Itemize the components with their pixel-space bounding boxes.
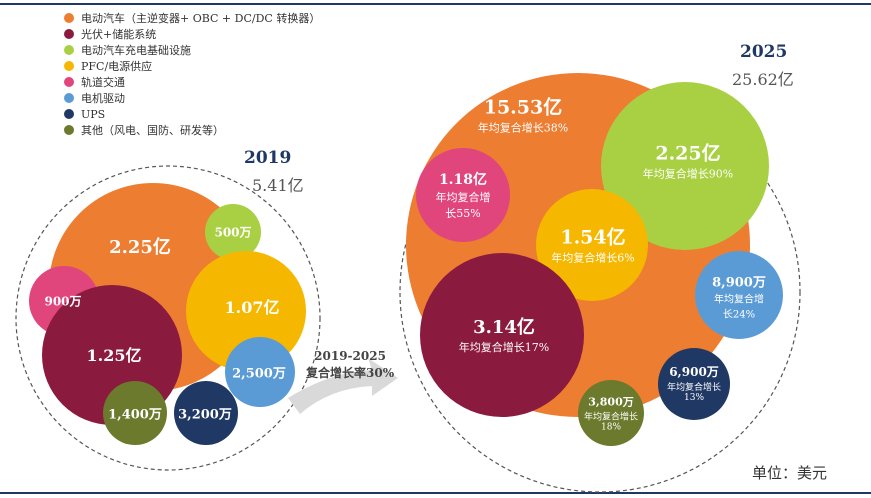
- total-2019: 5.41亿: [252, 176, 304, 195]
- legend-label: PFC/电源供应: [81, 60, 153, 73]
- bubble-2025-charging: [601, 82, 769, 250]
- cagr-2025-motor-2: 长24%: [722, 309, 756, 321]
- growth-arrow-icon: [288, 358, 398, 414]
- value-2025-pv: 3.14亿: [473, 317, 535, 338]
- legend-item: PFC/电源供应: [64, 58, 320, 74]
- label-2019-ev: 2.25亿: [109, 233, 171, 259]
- value-2025-motor: 8,900万: [712, 275, 766, 291]
- cagr-2025-other-2: 18%: [600, 422, 622, 433]
- legend: 电动汽车（主逆变器+ OBC + DC/DC 转换器） 光伏+储能系统电动汽车充电…: [64, 10, 320, 138]
- label-2019-pv: 1.25亿: [87, 342, 142, 366]
- value-2019-rail: 900万: [44, 294, 82, 309]
- label-2025-motor: 8,900万 年均复合增 长24%: [712, 272, 766, 321]
- cagr-2025-rail-1: 年均复合增: [435, 191, 491, 204]
- bubble-2025-ups: [658, 348, 730, 420]
- bottom-rule: [0, 492, 871, 494]
- value-2025-charging: 2.25亿: [655, 142, 721, 165]
- cagr-2025-motor-1: 年均复合增: [714, 294, 764, 306]
- bubble-2025-rail: [416, 148, 510, 242]
- value-2025-ups: 6,900万: [669, 365, 719, 379]
- label-2025-pfc: 1.54亿 年均复合增长6%: [551, 223, 634, 266]
- label-2025-charging: 2.25亿 年均复合增长90%: [643, 139, 733, 182]
- legend-dot-icon: [64, 125, 74, 135]
- cagr-2025-ups-2: 13%: [683, 393, 705, 403]
- growth-rate-label: 2019-2025 复合增长率30%: [306, 348, 394, 382]
- label-2019-ups: 3,200万: [178, 404, 232, 423]
- legend-label: 其他（风电、国防、研发等）: [81, 124, 224, 137]
- legend-dot-icon: [64, 13, 74, 23]
- label-2019-other: 1,400万: [108, 404, 162, 423]
- legend-label: UPS: [81, 107, 106, 121]
- cagr-2025-ev: 年均复合增长38%: [477, 121, 569, 135]
- bubble-2019-ups: [174, 381, 238, 445]
- value-2025-rail: 1.18亿: [438, 172, 488, 188]
- cagr-2025-rail-2: 长55%: [445, 207, 481, 220]
- top-rule: [0, 3, 871, 5]
- legend-item: 光伏+储能系统: [64, 26, 320, 42]
- value-2019-motor: 2,500万: [232, 366, 286, 382]
- legend-label: 电动汽车充电基础设施: [81, 44, 191, 57]
- label-2019-charging: 500万: [214, 224, 251, 241]
- value-2019-charging: 500万: [214, 225, 252, 240]
- value-2025-pfc: 1.54亿: [560, 226, 626, 249]
- legend-item: 轨道交通: [64, 74, 320, 90]
- label-2025-pv: 3.14亿 年均复合增长17%: [459, 313, 549, 355]
- legend-item: 电动汽车（主逆变器+ OBC + DC/DC 转换器）: [64, 10, 320, 26]
- legend-item: 电动汽车充电基础设施: [64, 42, 320, 58]
- cagr-2025-pv: 年均复合增长17%: [458, 341, 550, 354]
- label-2025-other: 3,800万 年均复合增长 18%: [584, 394, 638, 433]
- legend-dot-icon: [64, 45, 74, 55]
- legend-dot-icon: [64, 93, 74, 103]
- legend-label: 光伏+储能系统: [81, 28, 157, 41]
- value-2025-ev: 15.53亿: [483, 96, 563, 119]
- label-2025-ev: 15.53亿 年均复合增长38%: [478, 93, 568, 136]
- year-2019: 2019: [244, 148, 292, 168]
- value-2019-other: 1,400万: [108, 407, 162, 423]
- cagr-2025-pfc: 年均复合增长6%: [551, 251, 635, 265]
- legend-label: 电动汽车（主逆变器+ OBC + DC/DC 转换器）: [81, 12, 321, 25]
- label-2019-rail: 900万: [44, 293, 81, 310]
- legend-item: 其他（风电、国防、研发等）: [64, 122, 320, 138]
- label-2025-rail: 1.18亿 年均复合增 长55%: [436, 169, 491, 221]
- legend-dot-icon: [64, 29, 74, 39]
- bubble-2025-pfc: [536, 189, 648, 301]
- enclosure-2025: [399, 91, 801, 493]
- legend-dot-icon: [64, 77, 74, 87]
- legend-label: 电机驱动: [81, 92, 125, 105]
- year-2025: 2025: [740, 42, 788, 62]
- value-2019-pv: 1.25亿: [86, 346, 142, 365]
- bubble-2019-other: [103, 381, 167, 445]
- bubble-2025-other: [578, 380, 644, 446]
- cagr-2025-charging: 年均复合增长90%: [642, 167, 734, 181]
- total-2025: 25.62亿: [732, 70, 794, 89]
- bubble-2019-motor: [225, 337, 295, 407]
- legend-dot-icon: [64, 109, 74, 119]
- cagr-2025-ups-1: 年均复合增长: [666, 383, 722, 393]
- legend-item: UPS: [64, 106, 320, 122]
- legend-dot-icon: [64, 61, 74, 71]
- value-2019-ev: 2.25亿: [109, 237, 171, 258]
- label-2019-motor: 2,500万: [232, 363, 286, 382]
- value-2019-pfc: 1.07亿: [224, 298, 280, 317]
- growth-rate-value: 复合增长率30%: [306, 366, 395, 380]
- cagr-2025-other-1: 年均复合增长: [583, 412, 639, 423]
- legend-item: 电机驱动: [64, 90, 320, 106]
- value-2019-ups: 3,200万: [178, 407, 232, 423]
- label-2025-ups: 6,900万 年均复合增长 13%: [667, 363, 721, 403]
- value-2025-other: 3,800万: [588, 395, 634, 409]
- bubble-2025-motor: [695, 251, 783, 339]
- bubble-2025-pv: [420, 253, 584, 417]
- legend-label: 轨道交通: [81, 76, 125, 89]
- bubble-2019-charging: [205, 204, 261, 260]
- unit-label: 单位：美元: [752, 464, 828, 482]
- enclosure-2019: [15, 165, 321, 471]
- label-2019-pfc: 1.07亿: [225, 294, 280, 318]
- growth-rate-years: 2019-2025: [314, 349, 386, 363]
